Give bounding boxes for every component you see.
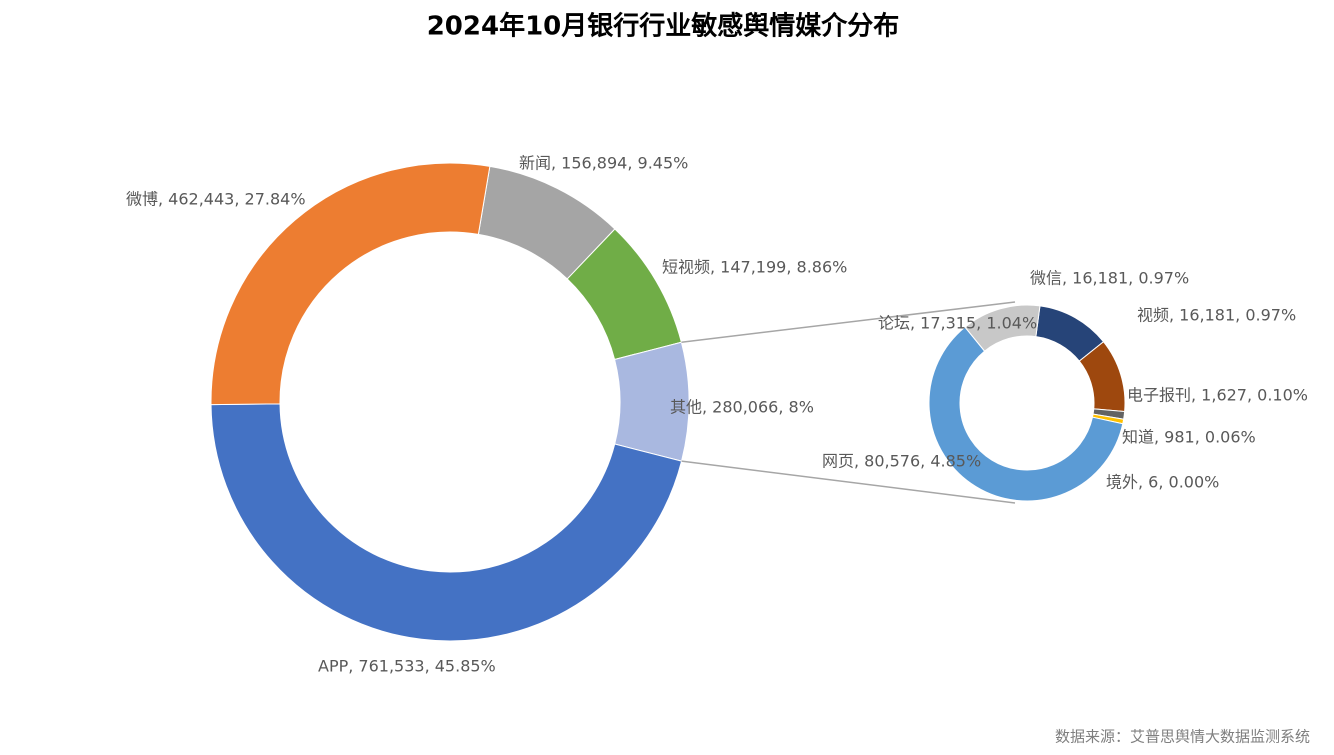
source-note: 数据来源：艾普思舆情大数据监测系统	[1055, 728, 1310, 746]
data-label: 知道, 981, 0.06%	[1122, 428, 1256, 447]
data-label: 微信, 16,181, 0.97%	[1030, 269, 1189, 288]
donut-slice	[210, 403, 683, 642]
data-label: 电子报刊, 1,627, 0.10%	[1127, 386, 1308, 405]
data-label: 新闻, 156,894, 9.45%	[519, 154, 688, 173]
data-label: 境外, 6, 0.00%	[1106, 473, 1219, 492]
connector-line	[681, 301, 1016, 343]
donut-slice	[210, 162, 491, 406]
donut-slice	[964, 304, 1041, 352]
data-label: 网页, 80,576, 4.85%	[822, 452, 981, 471]
data-label: 视频, 16,181, 0.97%	[1137, 306, 1296, 325]
donut-slice	[928, 326, 1124, 502]
data-label: 短视频, 147,199, 8.86%	[662, 258, 847, 277]
data-label: 论坛, 17,315, 1.04%	[878, 314, 1037, 333]
chart-title: 2024年10月银行行业敏感舆情媒介分布	[427, 11, 900, 42]
data-label: 其他, 280,066, 8%	[670, 398, 814, 417]
data-label: 微博, 462,443, 27.84%	[126, 190, 306, 209]
data-label: APP, 761,533, 45.85%	[318, 657, 496, 676]
connector-line	[681, 460, 1016, 504]
